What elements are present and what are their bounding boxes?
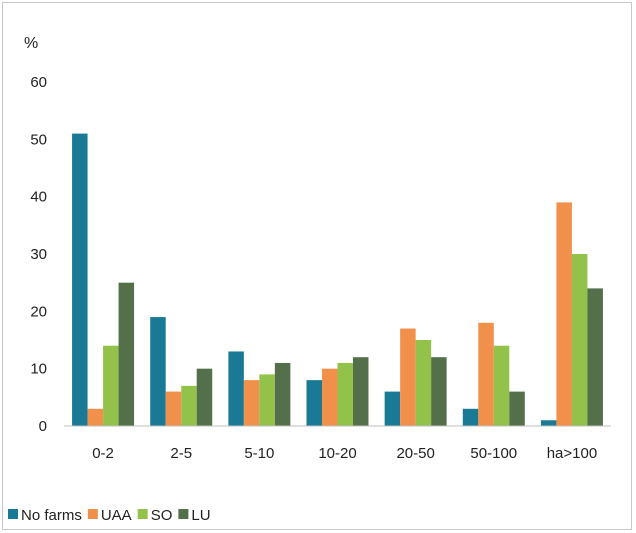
bar bbox=[462, 408, 479, 426]
y-axis-ticks: 0 10 20 30 40 50 60 bbox=[30, 74, 47, 435]
bar bbox=[274, 362, 291, 426]
legend-label: LU bbox=[191, 507, 210, 524]
y-tick-label: 10 bbox=[30, 361, 47, 378]
bar bbox=[415, 340, 432, 426]
bar bbox=[259, 374, 275, 426]
bar bbox=[431, 357, 447, 426]
y-tick-label: 0 bbox=[39, 418, 47, 435]
legend-label: UAA bbox=[101, 507, 132, 524]
bar bbox=[228, 351, 244, 426]
legend: No farms UAA SO LU bbox=[8, 507, 211, 524]
legend-swatch bbox=[137, 509, 148, 519]
legend-swatch bbox=[178, 509, 189, 519]
y-tick-label: 60 bbox=[30, 74, 47, 91]
bar bbox=[478, 322, 494, 426]
y-tick-label: 30 bbox=[30, 246, 47, 263]
bar bbox=[540, 420, 557, 426]
bar bbox=[587, 288, 603, 426]
bar bbox=[322, 368, 338, 426]
bar bbox=[118, 282, 135, 426]
legend-label: SO bbox=[151, 507, 173, 524]
x-tick-label: 0-2 bbox=[92, 445, 114, 462]
y-tick-label: 20 bbox=[30, 303, 47, 320]
x-tick-label: 10-20 bbox=[318, 445, 356, 462]
bar bbox=[571, 254, 588, 426]
bar bbox=[556, 202, 572, 426]
legend-swatch bbox=[87, 509, 98, 519]
x-tick-label: 2-5 bbox=[170, 445, 192, 462]
legend-swatch bbox=[8, 509, 18, 519]
bar bbox=[165, 391, 182, 426]
x-tick-label: 50-100 bbox=[470, 445, 517, 462]
bar bbox=[306, 380, 322, 426]
x-tick-label: 5-10 bbox=[244, 445, 274, 462]
y-tick-label: 40 bbox=[30, 189, 47, 206]
x-tick-label: 20-50 bbox=[396, 445, 434, 462]
y-axis-unit-label: % bbox=[24, 35, 38, 52]
bar bbox=[509, 391, 525, 426]
bar bbox=[72, 133, 88, 426]
bar bbox=[103, 345, 119, 426]
bar bbox=[400, 328, 416, 426]
bar bbox=[196, 368, 213, 426]
bar bbox=[87, 408, 104, 426]
x-tick-label: ha>100 bbox=[547, 445, 597, 462]
bars-group bbox=[72, 133, 603, 426]
bar bbox=[493, 345, 510, 426]
bar bbox=[337, 362, 353, 426]
y-tick-label: 50 bbox=[30, 131, 47, 148]
bar bbox=[243, 380, 260, 426]
bar bbox=[150, 317, 166, 426]
bar bbox=[384, 391, 401, 426]
x-axis-ticks: 0-2 2-5 5-10 10-20 20-50 50-100 ha>100 bbox=[92, 445, 597, 462]
bar bbox=[353, 357, 369, 426]
bar bbox=[181, 385, 197, 426]
legend-label: No farms bbox=[21, 507, 82, 524]
